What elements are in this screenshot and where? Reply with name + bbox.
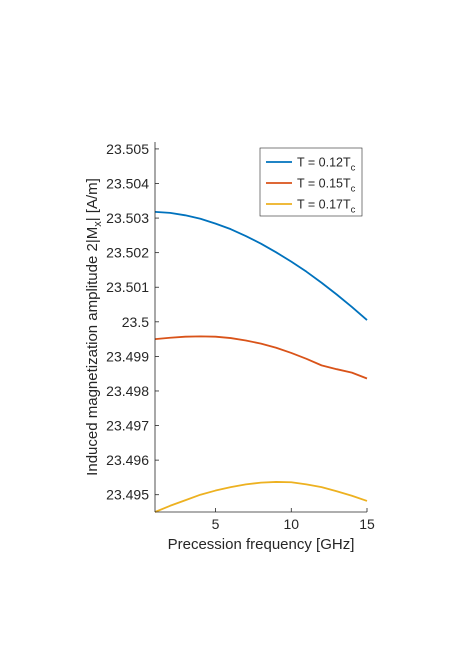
legend-label-2: T = 0.15Tc bbox=[297, 177, 356, 195]
series-layer bbox=[154, 210, 368, 513]
y-tick-label: 23.496 bbox=[106, 452, 149, 468]
y-tick-label: 23.498 bbox=[106, 383, 149, 399]
x-tick-label: 5 bbox=[212, 516, 220, 532]
y-tick-label: 23.505 bbox=[106, 141, 149, 157]
axes bbox=[154, 142, 367, 513]
series-line-3 bbox=[154, 481, 368, 513]
series-line-2 bbox=[154, 335, 368, 380]
x-tick-label: 10 bbox=[283, 516, 299, 532]
y-tick-label: 23.503 bbox=[106, 210, 149, 226]
y-tick-label: 23.495 bbox=[106, 487, 149, 503]
series-line-1 bbox=[154, 210, 368, 321]
y-tick-label: 23.501 bbox=[106, 279, 149, 295]
ticks: 5 10 15 23.495 23.496 23.497 23.498 23.499 23.5 2… bbox=[106, 141, 375, 532]
y-tick-label: 23.5 bbox=[122, 314, 149, 330]
x-tick-label: 15 bbox=[359, 516, 375, 532]
y-tick-label: 23.502 bbox=[106, 245, 149, 261]
y-tick-label: 23.504 bbox=[106, 175, 149, 191]
legend-label-3: T = 0.17Tc bbox=[297, 198, 356, 216]
legend-label-sub: c bbox=[351, 205, 356, 216]
legend-label-main: T = 0.12T bbox=[297, 156, 351, 170]
legend-label-main: T = 0.15T bbox=[297, 177, 351, 191]
y-axis-title-tail: | [A/m] bbox=[84, 178, 101, 221]
legend-label-sub: c bbox=[351, 163, 356, 174]
y-axis-title-sub: x bbox=[92, 221, 104, 227]
y-axis-title: Induced magnetization amplitude 2|Mx| [A… bbox=[84, 178, 104, 476]
legend-label-main: T = 0.17T bbox=[297, 198, 351, 212]
x-axis-title: Precession frequency [GHz] bbox=[168, 536, 355, 553]
legend-label-sub: c bbox=[351, 184, 356, 195]
y-tick-label: 23.499 bbox=[106, 348, 149, 364]
y-tick-label: 23.497 bbox=[106, 418, 149, 434]
legend-label-1: T = 0.12Tc bbox=[297, 156, 356, 174]
y-axis-title-main: Induced magnetization amplitude 2|M bbox=[84, 227, 101, 476]
y-axis-title-group: Induced magnetization amplitude 2|Mx| [A… bbox=[84, 178, 104, 476]
